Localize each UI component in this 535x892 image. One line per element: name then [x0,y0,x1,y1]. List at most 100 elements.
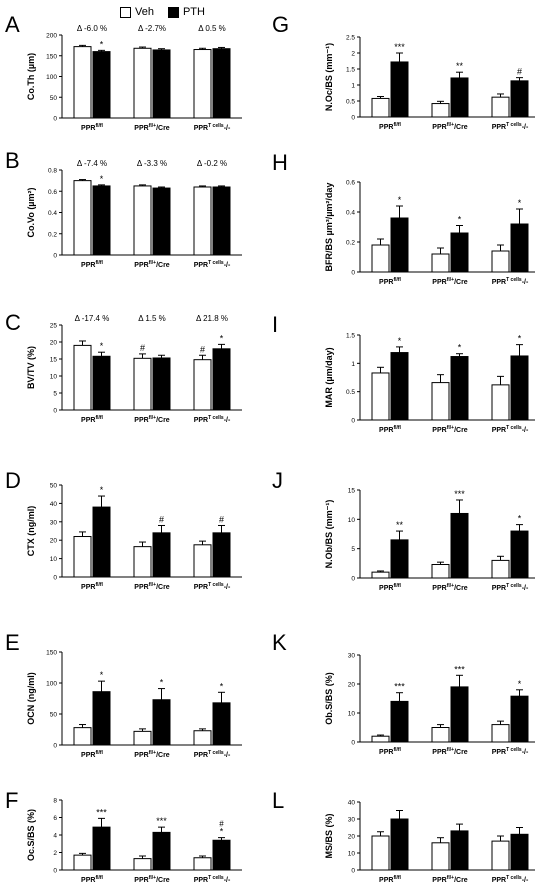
y-tick-label-c-5: 25 [50,323,58,330]
bar-i-pth-0 [390,352,409,421]
bar-a-pth-2 [212,48,231,119]
bar-c-pth-1 [152,357,171,411]
bar-b-pth-1 [152,187,171,256]
y-tick-label-d-0: 0 [53,575,57,582]
significance-mark-h-1: * [458,215,462,225]
significance-mark-c-0: * [100,341,104,351]
group-label-b-1: PPRfl/+/Cre [134,260,170,269]
group-label-l-2: PPRT cells-/- [492,875,529,884]
bar-c-veh-0 [73,344,92,411]
group-label-i-1: PPRfl/+/Cre [432,425,468,434]
bar-d-pth-2 [212,532,231,578]
y-tick-label-i-0: 0 [351,418,355,425]
y-axis-title-b: Co.Vo (µm²) [26,187,36,237]
bar-e-pth-0 [92,691,111,746]
delta-label-c-2: Δ 21.8 % [196,314,228,323]
panel-letter-c: C [5,310,21,335]
y-tick-label-k-0: 0 [351,740,355,747]
y-tick-label-f-2: 4 [53,833,57,840]
bar-h-veh-1 [431,253,450,273]
delta-label-a-0: Δ -6.0 % [77,24,107,33]
bar-l-veh-2 [491,840,510,871]
delta-label-c-0: Δ -17.4 % [75,314,110,323]
panel-letter-j: J [272,468,283,493]
significance-mark-g-1: ** [456,61,464,71]
y-tick-label-c-0: 0 [53,408,57,415]
bar-g-veh-2 [491,96,510,118]
significance-mark-g-2: # [517,67,522,77]
bar-g-veh-1 [431,103,450,118]
legend-swatch-veh [120,6,131,18]
y-axis-title-j: N.Ob/BS (mm⁻¹) [324,500,334,569]
group-label-c-0: PPRfl/fl [81,415,104,424]
group-label-e-2: PPRT cells-/- [194,750,231,759]
group-label-j-2: PPRT cells-/- [492,583,529,592]
bar-l-pth-0 [390,818,409,871]
delta-label-c-1: Δ 1.5 % [138,314,166,323]
bar-l-pth-1 [450,830,469,871]
y-tick-label-h-2: 0.4 [346,210,355,217]
bar-k-pth-0 [390,700,409,743]
significance-mark-k-1: *** [454,664,465,674]
y-axis-title-h: BFR/BS µm³/µm²/day [324,183,334,272]
y-tick-label-d-4: 40 [50,501,58,508]
bar-i-pth-2 [510,355,529,421]
y-tick-label-i-2: 1 [351,361,355,368]
delta-label-b-2: Δ -0.2 % [197,159,227,168]
group-label-l-0: PPRfl/fl [379,875,402,884]
panel-letter-d: D [5,468,21,493]
y-tick-label-g-0: 0 [351,115,355,122]
bar-e-veh-1 [133,730,152,746]
bar-a-veh-0 [73,46,92,119]
bar-l-veh-0 [371,835,390,871]
bar-j-pth-2 [510,530,529,579]
group-label-k-0: PPRfl/fl [379,747,402,756]
significance-mark-c-1: # [140,343,145,353]
y-tick-label-a-3: 150 [46,53,57,60]
bar-a-pth-1 [152,49,171,119]
y-tick-label-j-0: 0 [351,576,355,583]
bar-c-pth-2 [212,348,231,411]
y-tick-label-b-3: 0.6 [48,189,57,196]
group-label-e-0: PPRfl/fl [81,750,104,759]
significance-mark-i-2: * [518,334,522,344]
group-label-b-2: PPRT cells-/- [194,260,231,269]
significance-mark-b-0: * [100,174,104,184]
group-label-h-1: PPRfl/+/Cre [432,277,468,286]
y-tick-label-a-2: 100 [46,74,57,81]
significance-mark-f-1: *** [156,816,167,826]
bar-l-pth-2 [510,833,529,871]
bar-f-pth-1 [152,831,171,871]
significance-mark-h-2: * [518,198,522,208]
group-label-g-0: PPRfl/fl [379,122,402,131]
y-tick-label-d-3: 30 [50,519,58,526]
y-tick-label-b-2: 0.4 [48,210,57,217]
bar-d-pth-1 [152,532,171,578]
group-label-d-2: PPRT cells-/- [194,582,231,591]
y-tick-label-g-1: 0.5 [346,99,355,106]
significance-mark-d-2: # [219,514,224,524]
y-tick-label-e-3: 150 [46,650,57,657]
bar-j-veh-1 [431,564,450,579]
bar-f-veh-1 [133,858,152,871]
significance-mark-k-0: *** [394,682,405,692]
group-label-c-1: PPRfl/+/Cre [134,415,170,424]
group-label-k-1: PPRfl/+/Cre [432,747,468,756]
y-tick-label-g-3: 1.5 [346,67,355,74]
y-tick-label-a-4: 200 [46,33,57,40]
y-tick-label-g-5: 2.5 [346,35,355,42]
bar-g-pth-0 [390,61,409,118]
bar-j-pth-1 [450,512,469,579]
bar-b-pth-0 [92,185,111,256]
group-label-i-2: PPRT cells-/- [492,425,529,434]
y-tick-label-j-3: 15 [348,488,356,495]
bar-i-veh-0 [371,372,390,421]
group-label-l-1: PPRfl/+/Cre [432,875,468,884]
y-tick-label-e-0: 0 [53,743,57,750]
significance-mark-d-0: * [100,485,104,495]
y-tick-label-l-0: 0 [351,868,355,875]
bar-a-veh-1 [133,47,152,119]
bar-c-veh-2 [193,359,212,411]
y-tick-label-l-1: 10 [348,851,356,858]
significance-mark-c-3: * [220,333,224,343]
